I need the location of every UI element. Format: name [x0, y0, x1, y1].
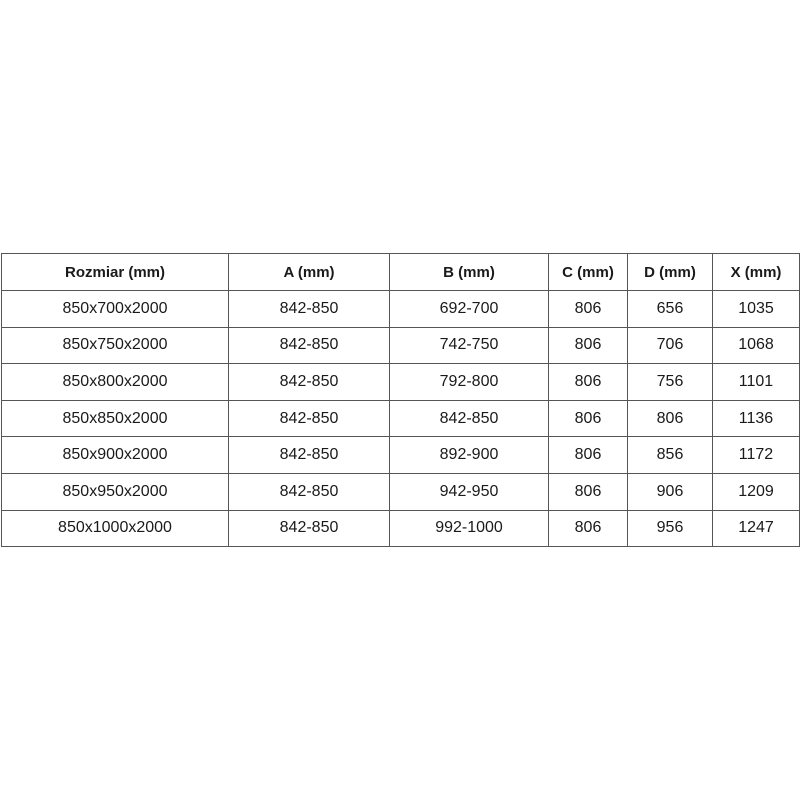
table-cell: 806 [548, 399, 628, 438]
table-cell: 842-850 [228, 436, 390, 474]
table-cell: 792-800 [389, 363, 549, 401]
column-header: C (mm) [548, 253, 628, 291]
table-cell: 842-850 [228, 326, 390, 365]
table-cell: 956 [627, 509, 713, 548]
table-cell: 806 [548, 326, 628, 365]
table-row: 850x850x2000 842-850 842-850 806 806 1136 [1, 399, 800, 438]
table-cell: 1136 [712, 399, 800, 438]
table-cell: 842-850 [228, 399, 390, 438]
table-cell: 850x750x2000 [1, 326, 229, 365]
table-cell: 942-950 [389, 472, 549, 511]
table-body: 850x700x2000 842-850 692-700 806 656 1035 850x… [1, 290, 800, 548]
header-row: Rozmiar (mm) A (mm) B (mm) C (mm) D (mm) X (m… [1, 253, 800, 291]
table-cell: 856 [627, 436, 713, 474]
table-row: 850x950x2000 842-850 942-950 806 906 1209 [1, 472, 800, 511]
table-cell: 1068 [712, 326, 800, 365]
table-cell: 992-1000 [389, 509, 549, 548]
table-cell: 1172 [712, 436, 800, 474]
table-cell: 1035 [712, 290, 800, 328]
table-row: 850x700x2000 842-850 692-700 806 656 1035 [1, 290, 800, 328]
table-cell: 656 [627, 290, 713, 328]
table-cell: 842-850 [389, 399, 549, 438]
table-cell: 1101 [712, 363, 800, 401]
table-row: 850x750x2000 842-850 742-750 806 706 1068 [1, 326, 800, 365]
column-header: D (mm) [627, 253, 713, 291]
table-cell: 806 [548, 290, 628, 328]
table-cell: 1247 [712, 509, 800, 548]
column-header: A (mm) [228, 253, 390, 291]
table-cell: 850x950x2000 [1, 472, 229, 511]
table-cell: 706 [627, 326, 713, 365]
table-cell: 756 [627, 363, 713, 401]
table-cell: 806 [627, 399, 713, 438]
table-cell: 842-850 [228, 472, 390, 511]
table-row: 850x1000x2000 842-850 992-1000 806 956 1247 [1, 509, 800, 548]
table-cell: 906 [627, 472, 713, 511]
column-header: B (mm) [389, 253, 549, 291]
table-cell: 842-850 [228, 363, 390, 401]
table-row: 850x900x2000 842-850 892-900 806 856 1172 [1, 436, 800, 474]
dimensions-table: Rozmiar (mm) A (mm) B (mm) C (mm) D (mm) X (m… [1, 253, 800, 548]
table-cell: 692-700 [389, 290, 549, 328]
table-cell: 850x900x2000 [1, 436, 229, 474]
table-cell: 806 [548, 436, 628, 474]
table-cell: 850x800x2000 [1, 363, 229, 401]
table-cell: 806 [548, 363, 628, 401]
column-header: Rozmiar (mm) [1, 253, 229, 291]
table-cell: 806 [548, 509, 628, 548]
table-cell: 892-900 [389, 436, 549, 474]
table-cell: 742-750 [389, 326, 549, 365]
table-cell: 850x1000x2000 [1, 509, 229, 548]
table-cell: 806 [548, 472, 628, 511]
table-row: 850x800x2000 842-850 792-800 806 756 1101 [1, 363, 800, 401]
column-header: X (mm) [712, 253, 800, 291]
table-cell: 842-850 [228, 290, 390, 328]
table-cell: 850x850x2000 [1, 399, 229, 438]
table-cell: 842-850 [228, 509, 390, 548]
table-cell: 850x700x2000 [1, 290, 229, 328]
table-cell: 1209 [712, 472, 800, 511]
